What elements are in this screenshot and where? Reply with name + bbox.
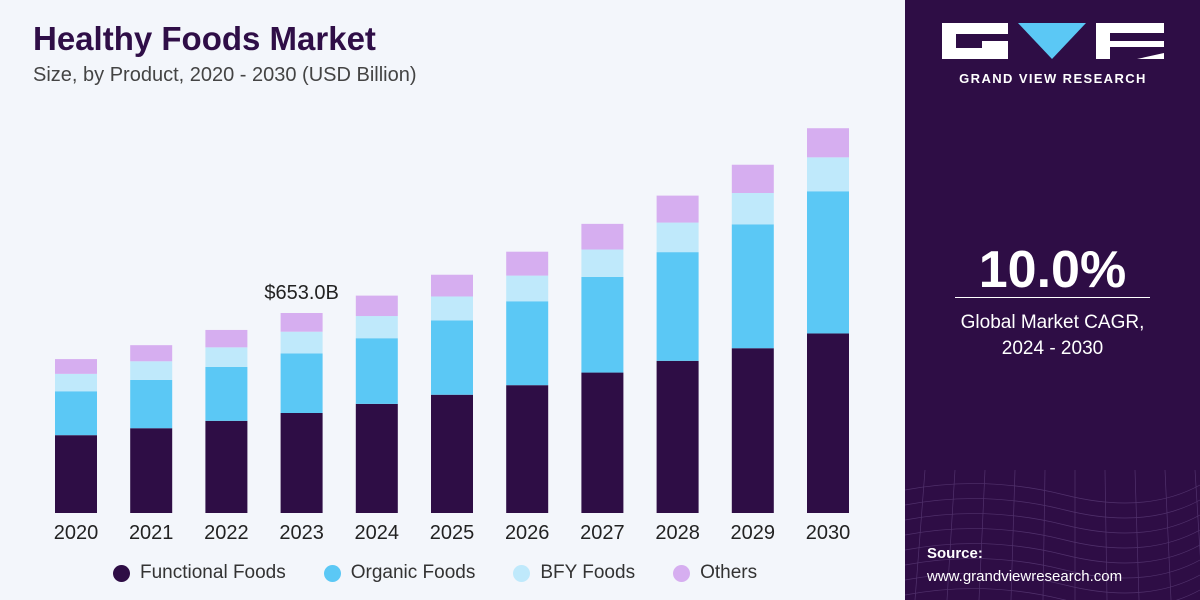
x-tick-label-2021: 2021 bbox=[129, 522, 174, 544]
bar-2026-bfy-foods bbox=[506, 275, 549, 302]
legend-swatch-bfy-foods bbox=[513, 564, 531, 582]
legend-item-organic-foods: Organic Foods bbox=[323, 562, 476, 584]
legend-label-others: Others bbox=[700, 562, 758, 583]
bar-2025-organic-foods bbox=[431, 320, 473, 395]
legend-swatch-others bbox=[673, 564, 691, 582]
wave-grid-decoration bbox=[905, 470, 1200, 600]
bar-2026-organic-foods bbox=[506, 301, 549, 386]
chart-title: Healthy Foods Market bbox=[33, 20, 376, 57]
bar-2028-bfy-foods bbox=[656, 222, 699, 253]
bar-2021-others bbox=[130, 345, 173, 362]
bar-2023-others bbox=[280, 313, 323, 332]
bar-2028-functional-foods bbox=[656, 360, 699, 513]
chart-subtitle: Size, by Product, 2020 - 2030 (USD Billi… bbox=[33, 64, 417, 86]
x-tick-label-2022: 2022 bbox=[204, 522, 249, 544]
cagr-label: Global Market CAGR, 2024 - 2030 bbox=[905, 310, 1200, 362]
bar-2025-bfy-foods bbox=[431, 296, 473, 321]
bar-2026-functional-foods bbox=[506, 385, 549, 513]
bar-2021-organic-foods bbox=[130, 379, 173, 429]
bar-2027-functional-foods bbox=[581, 372, 624, 513]
bar-2022-functional-foods bbox=[205, 420, 248, 513]
x-tick-label-2026: 2026 bbox=[505, 522, 550, 544]
x-tick-label-2024: 2024 bbox=[355, 522, 400, 544]
x-tick-label-2020: 2020 bbox=[54, 522, 99, 544]
data-label-2023: $653.0B bbox=[264, 282, 339, 304]
bar-2029-functional-foods bbox=[731, 348, 774, 513]
info-sidebar: GRAND VIEW RESEARCH 10.0% Global Market … bbox=[905, 0, 1200, 600]
bar-2026-others bbox=[506, 251, 549, 276]
legend-item-bfy-foods: BFY Foods bbox=[513, 562, 635, 584]
bar-2025-others bbox=[431, 274, 473, 297]
stacked-bar-chart: 2020 2021 2022 $653.0B 2023 2024 2025 2026 2027 2… bbox=[54, 128, 851, 544]
bar-2027-organic-foods bbox=[581, 276, 624, 373]
bar-2021-bfy-foods bbox=[130, 361, 173, 380]
bar-2028-others bbox=[656, 195, 699, 223]
bar-2023-bfy-foods bbox=[280, 331, 323, 354]
x-tick-label-2028: 2028 bbox=[655, 522, 700, 544]
brand-logo bbox=[942, 23, 1164, 59]
bar-2024-others bbox=[355, 295, 398, 317]
bar-2028-organic-foods bbox=[656, 252, 699, 361]
source-url[interactable]: www.grandviewresearch.com bbox=[927, 568, 1123, 585]
bar-2030-functional-foods bbox=[807, 333, 849, 513]
x-tick-label-2029: 2029 bbox=[731, 522, 776, 544]
bar-2020-functional-foods bbox=[55, 435, 97, 513]
bar-2022-others bbox=[205, 329, 248, 348]
bar-2030-bfy-foods bbox=[807, 157, 849, 192]
bar-2020-organic-foods bbox=[55, 391, 97, 436]
legend-label-organic-foods: Organic Foods bbox=[350, 562, 476, 583]
bar-2020-others bbox=[55, 359, 97, 374]
legend-swatch-organic-foods bbox=[323, 564, 341, 582]
cagr-label-line1: Global Market CAGR, bbox=[960, 312, 1145, 333]
bar-2021-functional-foods bbox=[130, 428, 173, 513]
bar-2029-others bbox=[731, 164, 774, 193]
cagr-divider bbox=[955, 297, 1150, 298]
bar-2030-others bbox=[807, 128, 849, 158]
legend-item-others: Others bbox=[673, 562, 757, 584]
bar-2027-bfy-foods bbox=[581, 249, 624, 277]
logo-letter-r bbox=[1096, 23, 1164, 59]
legend-label-bfy-foods: BFY Foods bbox=[540, 562, 636, 583]
bar-2029-bfy-foods bbox=[731, 193, 774, 225]
chart-legend: Functional Foods Organic Foods BFY Foods Ot… bbox=[113, 562, 795, 584]
chart-panel: Healthy Foods Market Size, by Product, 2… bbox=[0, 0, 905, 600]
bar-2024-organic-foods bbox=[355, 338, 398, 404]
bar-2027-others bbox=[581, 223, 624, 250]
bar-2024-functional-foods bbox=[355, 403, 398, 513]
bar-2024-bfy-foods bbox=[355, 316, 398, 339]
x-tick-label-2023: 2023 bbox=[279, 522, 324, 544]
bar-2023-organic-foods bbox=[280, 353, 323, 413]
brand-name: GRAND VIEW RESEARCH bbox=[959, 71, 1147, 86]
cagr-label-line2: 2024 - 2030 bbox=[1001, 338, 1104, 359]
logo-letter-g bbox=[942, 23, 1008, 59]
bar-2022-bfy-foods bbox=[205, 347, 248, 367]
logo-letter-v bbox=[1018, 23, 1086, 59]
legend-label-functional-foods: Functional Foods bbox=[140, 562, 286, 583]
bar-2025-functional-foods bbox=[431, 394, 473, 513]
bar-2023-functional-foods bbox=[280, 413, 323, 513]
bar-2022-organic-foods bbox=[205, 366, 248, 421]
cagr-value: 10.0% bbox=[978, 241, 1127, 299]
x-tick-label-2030: 2030 bbox=[806, 522, 851, 544]
x-tick-label-2025: 2025 bbox=[430, 522, 475, 544]
bar-2020-bfy-foods bbox=[55, 373, 97, 392]
x-tick-label-2027: 2027 bbox=[580, 522, 625, 544]
bar-2030-organic-foods bbox=[807, 191, 849, 334]
legend-item-functional-foods: Functional Foods bbox=[113, 562, 286, 584]
source-label: Source: bbox=[927, 545, 983, 562]
bar-2029-organic-foods bbox=[731, 224, 774, 349]
legend-swatch-functional-foods bbox=[113, 564, 130, 582]
